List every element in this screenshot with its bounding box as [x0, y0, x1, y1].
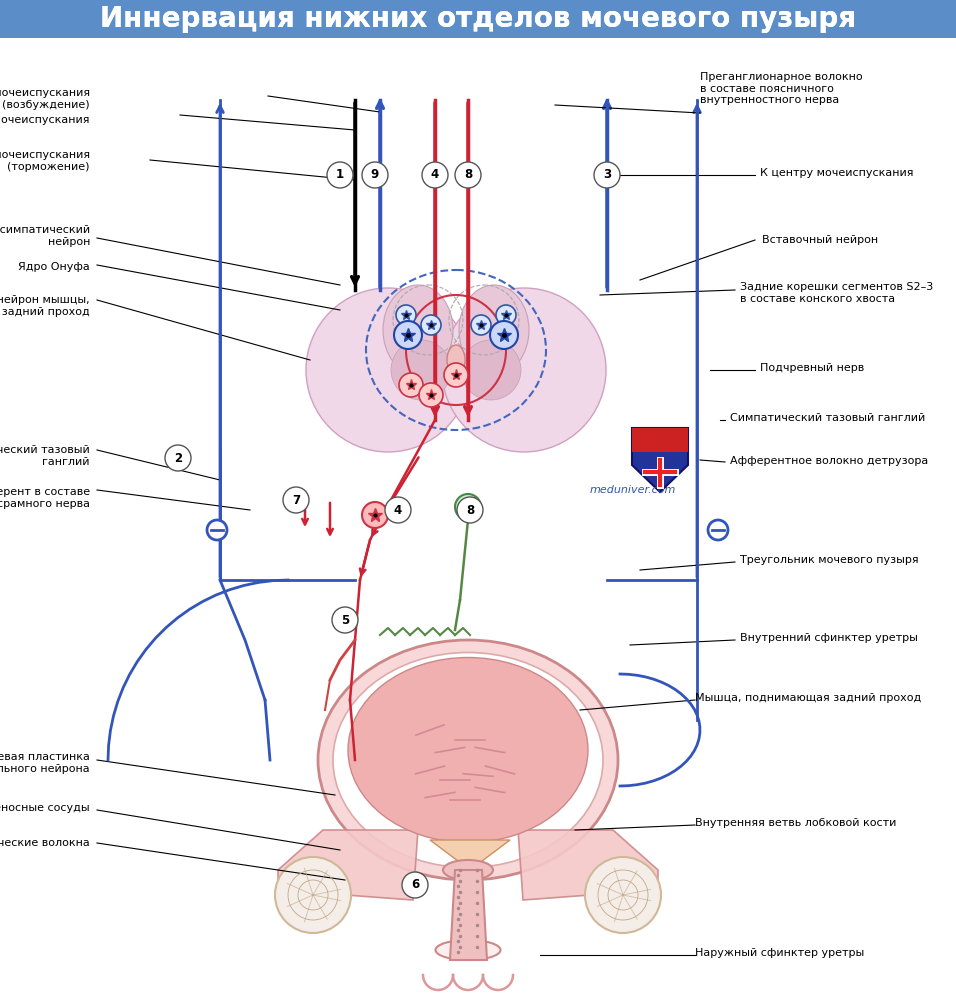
Bar	[0, 0, 956, 38]
Text: 8: 8	[466, 504, 474, 517]
Text: Иннервация нижних отделов мочевого пузыря: Иннервация нижних отделов мочевого пузыр…	[100, 5, 856, 33]
Circle shape	[394, 321, 422, 349]
Polygon shape	[278, 830, 418, 900]
Circle shape	[422, 162, 448, 188]
Text: Слизистый афферент в составе
срамного нерва: Слизистый афферент в составе срамного не…	[0, 487, 90, 509]
Circle shape	[385, 497, 411, 523]
Text: Внутренняя ветвь лобковой кости: Внутренняя ветвь лобковой кости	[695, 818, 897, 828]
Text: Наружный сфинктер уретры: Наружный сфинктер уретры	[695, 948, 864, 958]
Text: К центру мочеиспускания: К центру мочеиспускания	[0, 115, 90, 125]
Text: Ядро Онуфа: Ядро Онуфа	[18, 262, 90, 272]
Circle shape	[396, 305, 416, 325]
Text: 9: 9	[371, 168, 380, 181]
Text: От центра мочеиспускания
(возбуждение): От центра мочеиспускания (возбуждение)	[0, 88, 90, 110]
Circle shape	[362, 502, 388, 528]
Text: Концевая пластинка
двигательного нейрона: Концевая пластинка двигательного нейрона	[0, 752, 90, 773]
Polygon shape	[430, 840, 510, 870]
Text: Треугольник мочевого пузыря: Треугольник мочевого пузыря	[740, 555, 919, 565]
Circle shape	[471, 315, 491, 335]
Text: К центру мочеиспускания: К центру мочеиспускания	[760, 168, 914, 178]
Text: Мышца, поднимающая задний проход: Мышца, поднимающая задний проход	[695, 693, 922, 703]
Ellipse shape	[383, 285, 453, 375]
Circle shape	[708, 520, 728, 540]
Text: 9: 9	[644, 451, 652, 464]
Ellipse shape	[461, 340, 521, 400]
Ellipse shape	[443, 860, 493, 880]
Text: meduniver.com: meduniver.com	[590, 485, 677, 495]
Text: Преганглионарное волокно
в составе поясничного
внутренностного нерва: Преганглионарное волокно в составе поясн…	[700, 71, 862, 105]
Circle shape	[332, 607, 358, 633]
Circle shape	[207, 520, 227, 540]
Text: 1: 1	[336, 168, 344, 181]
Text: 4: 4	[431, 168, 439, 181]
Polygon shape	[450, 870, 487, 960]
Circle shape	[283, 487, 309, 513]
Text: 8: 8	[464, 168, 472, 181]
Circle shape	[585, 857, 661, 933]
Text: Вставочный нейрон: Вставочный нейрон	[762, 235, 879, 245]
Text: 4: 4	[394, 504, 402, 517]
Text: Кровеносные сосуды: Кровеносные сосуды	[0, 803, 90, 813]
Circle shape	[455, 162, 481, 188]
Circle shape	[165, 445, 191, 471]
Circle shape	[496, 305, 516, 325]
Circle shape	[490, 321, 518, 349]
Ellipse shape	[391, 340, 451, 400]
Circle shape	[362, 162, 388, 188]
Bar	[0, 0, 956, 38]
Text: 7: 7	[292, 493, 300, 507]
Circle shape	[421, 315, 441, 335]
Circle shape	[635, 445, 661, 471]
Text: Иннервация нижних отделов мочевого пузыря: Иннервация нижних отделов мочевого пузыр…	[100, 5, 856, 33]
Text: Афферентное волокно детрузора: Афферентное волокно детрузора	[730, 456, 928, 466]
Ellipse shape	[436, 940, 501, 960]
Circle shape	[419, 383, 443, 407]
Circle shape	[442, 288, 606, 452]
Polygon shape	[518, 830, 658, 900]
Text: Крестцовый парасимпатический
нейрон: Крестцовый парасимпатический нейрон	[0, 225, 90, 247]
Ellipse shape	[348, 658, 588, 843]
Text: 6: 6	[411, 878, 419, 891]
Circle shape	[275, 857, 351, 933]
Ellipse shape	[459, 285, 529, 375]
Circle shape	[444, 363, 468, 387]
Text: Внутренний сфинктер уретры: Внутренний сфинктер уретры	[740, 633, 918, 643]
Circle shape	[306, 288, 470, 452]
Circle shape	[457, 497, 483, 523]
Circle shape	[594, 162, 620, 188]
Text: Симпатический тазовый ганглий: Симпатический тазовый ганглий	[730, 413, 925, 423]
Text: Эластические волокна: Эластические волокна	[0, 838, 90, 848]
Text: 3: 3	[603, 168, 611, 181]
Text: 5: 5	[341, 613, 349, 626]
Circle shape	[399, 373, 423, 397]
Text: Парасимпатический тазовый
ганглий: Парасимпатический тазовый ганглий	[0, 445, 90, 466]
Text: 2: 2	[174, 451, 182, 464]
Text: От центра мочеиспускания
(торможение): От центра мочеиспускания (торможение)	[0, 150, 90, 171]
Circle shape	[455, 494, 481, 520]
Polygon shape	[632, 428, 688, 452]
Ellipse shape	[318, 640, 618, 880]
Text: Задние корешки сегментов S2–3
в составе конского хвоста: Задние корешки сегментов S2–3 в составе …	[740, 282, 933, 303]
Circle shape	[327, 162, 353, 188]
Text: Мотонейрон мышцы,
поднимающей задний проход: Мотонейрон мышцы, поднимающей задний про…	[0, 295, 90, 316]
Ellipse shape	[447, 345, 465, 375]
Ellipse shape	[333, 653, 603, 867]
Text: Подчревный нерв: Подчревный нерв	[760, 363, 864, 373]
Polygon shape	[632, 428, 688, 492]
Circle shape	[402, 872, 428, 898]
